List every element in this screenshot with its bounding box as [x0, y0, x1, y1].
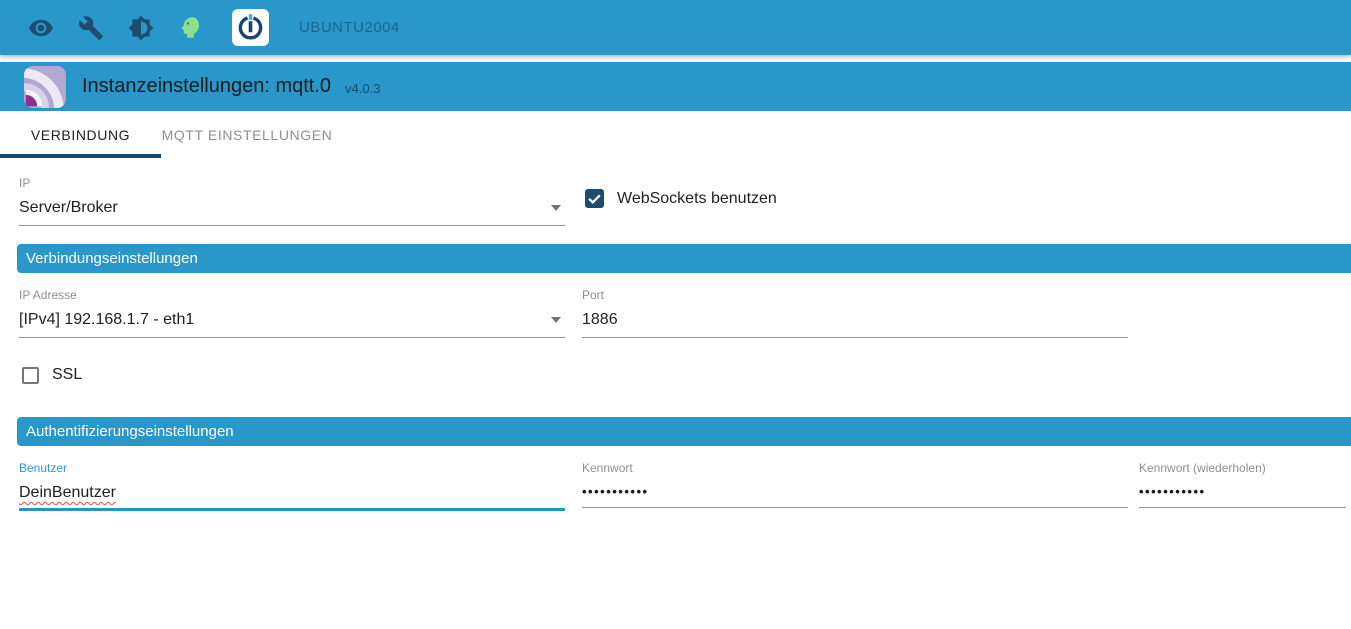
password-repeat-input[interactable]: Kennwort (wiederholen) •••••••••••: [1139, 461, 1346, 508]
tab-verbindung[interactable]: VERBINDUNG: [30, 126, 131, 143]
brightness-icon[interactable]: [128, 15, 154, 41]
user-input[interactable]: Benutzer DeinBenutzer: [19, 461, 565, 511]
app-toolbar: UBUNTU2004: [0, 0, 1351, 55]
password-label: Kennwort: [582, 461, 633, 475]
ssl-checkbox[interactable]: SSL: [22, 366, 82, 384]
eye-icon[interactable]: [28, 15, 54, 41]
port-value: 1886: [582, 311, 618, 328]
tab-mqtt-einstellungen[interactable]: MQTT EINSTELLUNGEN: [161, 126, 333, 143]
adapter-version: v4.0.3: [345, 80, 381, 96]
password-input[interactable]: Kennwort •••••••••••: [582, 461, 1128, 508]
chevron-down-icon: [551, 205, 561, 211]
ip-type-value: Server/Broker: [19, 199, 118, 216]
page-title: Instanzeinstellungen: mqtt.0: [82, 75, 332, 97]
websockets-checkbox[interactable]: WebSockets benutzen: [585, 189, 777, 208]
section-auth-title: Authentifizierungseinstellungen: [26, 423, 234, 440]
port-label: Port: [582, 288, 605, 302]
iobroker-logo[interactable]: [232, 9, 269, 46]
checkbox-unchecked-icon: [22, 366, 39, 384]
wrench-icon[interactable]: [78, 15, 104, 41]
ip-type-label: IP: [19, 176, 31, 190]
section-auth-header: Authentifizierungseinstellungen: [17, 417, 1351, 446]
checkbox-checked-icon: [585, 189, 604, 208]
settings-tabs: VERBINDUNG MQTT EINSTELLUNGEN: [0, 111, 1351, 158]
dialog-titlebar: Instanzeinstellungen: mqtt.0 v4.0.3: [0, 62, 1351, 111]
port-input[interactable]: Port 1886: [582, 288, 1128, 338]
password-repeat-value: •••••••••••: [1139, 484, 1206, 499]
websockets-label: WebSockets benutzen: [617, 189, 777, 207]
host-label: UBUNTU2004: [299, 19, 400, 36]
ip-address-value: [IPv4] 192.168.1.7 - eth1: [19, 311, 195, 328]
ip-address-select[interactable]: IP Adresse [IPv4] 192.168.1.7 - eth1: [19, 288, 565, 338]
user-value: DeinBenutzer: [19, 484, 116, 501]
ip-type-select[interactable]: IP Server/Broker: [19, 176, 565, 226]
active-tab-indicator: [0, 154, 161, 158]
section-connection-title: Verbindungseinstellungen: [26, 250, 198, 267]
section-connection-header: Verbindungseinstellungen: [17, 244, 1351, 273]
expert-mode-head-icon[interactable]: [178, 15, 204, 41]
chevron-down-icon: [551, 317, 561, 323]
mqtt-adapter-icon: [24, 65, 66, 108]
ip-address-label: IP Adresse: [19, 288, 77, 302]
user-label: Benutzer: [19, 461, 68, 475]
ssl-label: SSL: [52, 366, 83, 383]
password-value: •••••••••••: [582, 484, 649, 499]
password-repeat-label: Kennwort (wiederholen): [1139, 461, 1266, 475]
